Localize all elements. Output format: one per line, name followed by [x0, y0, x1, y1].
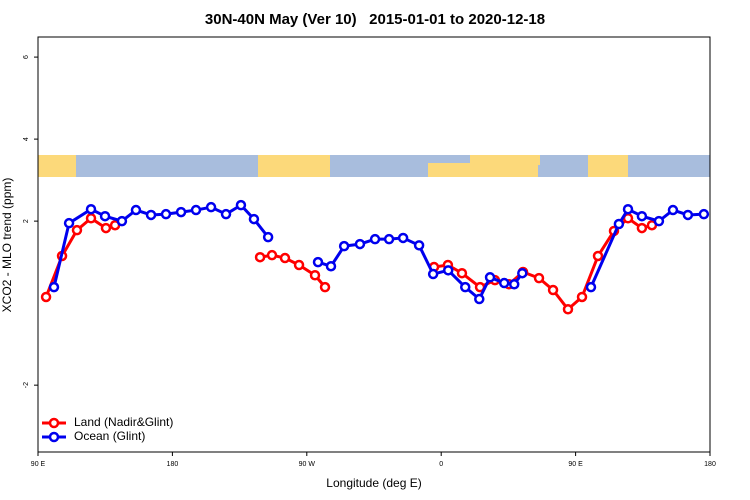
data-point — [116, 215, 128, 227]
data-point — [508, 279, 520, 290]
chart-title: 30N-40N May (Ver 10) 2015-01-01 to 2020-… — [205, 11, 545, 28]
data-point — [397, 232, 409, 244]
data-point — [498, 277, 510, 289]
map-ocean — [38, 155, 710, 177]
data-point — [413, 240, 425, 251]
data-point — [85, 213, 97, 224]
data-point — [427, 268, 439, 280]
data-point — [48, 281, 60, 293]
y-tick-label: 6 — [23, 55, 30, 59]
x-tick-label: 90 E — [31, 461, 46, 468]
data-point — [248, 213, 260, 225]
data-point — [262, 231, 274, 243]
data-point — [576, 291, 588, 303]
map-land — [470, 155, 540, 165]
data-point — [312, 256, 324, 268]
data-point — [474, 293, 485, 305]
data-point — [99, 210, 111, 222]
data-point — [205, 201, 217, 213]
map-land — [258, 155, 330, 177]
y-tick-label: 4 — [23, 137, 30, 141]
map-land — [428, 163, 538, 177]
x-axis-label: Longitude (deg E) — [326, 476, 421, 490]
data-point — [130, 204, 142, 216]
data-point — [613, 218, 625, 230]
data-point — [653, 215, 665, 227]
x-tick-label: 0 — [439, 461, 443, 468]
y-axis-label: XCO2 - MLO trend (ppm) — [0, 178, 14, 313]
data-point — [383, 233, 395, 245]
plot-frame — [37, 36, 711, 453]
data-point — [220, 208, 232, 220]
data-point — [160, 208, 172, 220]
data-point — [235, 199, 247, 211]
data-point — [325, 260, 337, 272]
data-point — [592, 250, 604, 262]
x-tick-label: 180 — [704, 461, 716, 468]
data-point — [459, 281, 471, 293]
data-point — [145, 209, 157, 221]
data-point — [369, 233, 381, 245]
data-point — [279, 252, 291, 264]
data-point — [517, 267, 528, 279]
map-band — [38, 155, 710, 177]
series-line — [317, 236, 524, 301]
legend-label: Ocean (Glint) — [74, 429, 145, 443]
legend-marker — [48, 431, 60, 443]
map-land — [588, 155, 628, 177]
data-point — [547, 284, 559, 296]
x-tick-label: 90 W — [299, 461, 316, 468]
data-point — [682, 209, 694, 221]
data-point — [319, 281, 331, 293]
data-point — [636, 210, 648, 222]
legend-marker — [48, 417, 60, 429]
data-point — [338, 240, 350, 252]
map-land — [38, 155, 76, 177]
data-point — [190, 204, 202, 216]
data-point — [254, 251, 266, 263]
data-point — [293, 259, 305, 271]
data-point — [622, 203, 634, 215]
data-point — [562, 304, 574, 315]
data-point — [309, 270, 321, 281]
data-point — [456, 267, 468, 279]
data-point — [63, 217, 75, 229]
data-point — [71, 224, 83, 236]
data-point — [484, 272, 496, 283]
legend: Land (Nadir&Glint)Ocean (Glint) — [42, 415, 173, 443]
data-point — [354, 238, 366, 250]
data-point — [636, 222, 648, 234]
x-tick-label: 180 — [167, 461, 179, 468]
x-tick-label: 90 E — [568, 461, 583, 468]
y-tick-label: 2 — [23, 219, 30, 223]
data-point — [40, 291, 52, 303]
data-point — [533, 272, 545, 284]
data-point — [698, 208, 710, 220]
y-tick-label: -2 — [23, 382, 30, 388]
data-point — [442, 265, 454, 276]
data-point — [266, 249, 278, 261]
data-point — [585, 281, 597, 293]
data-point — [667, 204, 679, 216]
data-point — [100, 222, 112, 234]
data-point — [175, 206, 187, 218]
legend-label: Land (Nadir&Glint) — [74, 415, 173, 429]
data-point — [85, 203, 97, 215]
